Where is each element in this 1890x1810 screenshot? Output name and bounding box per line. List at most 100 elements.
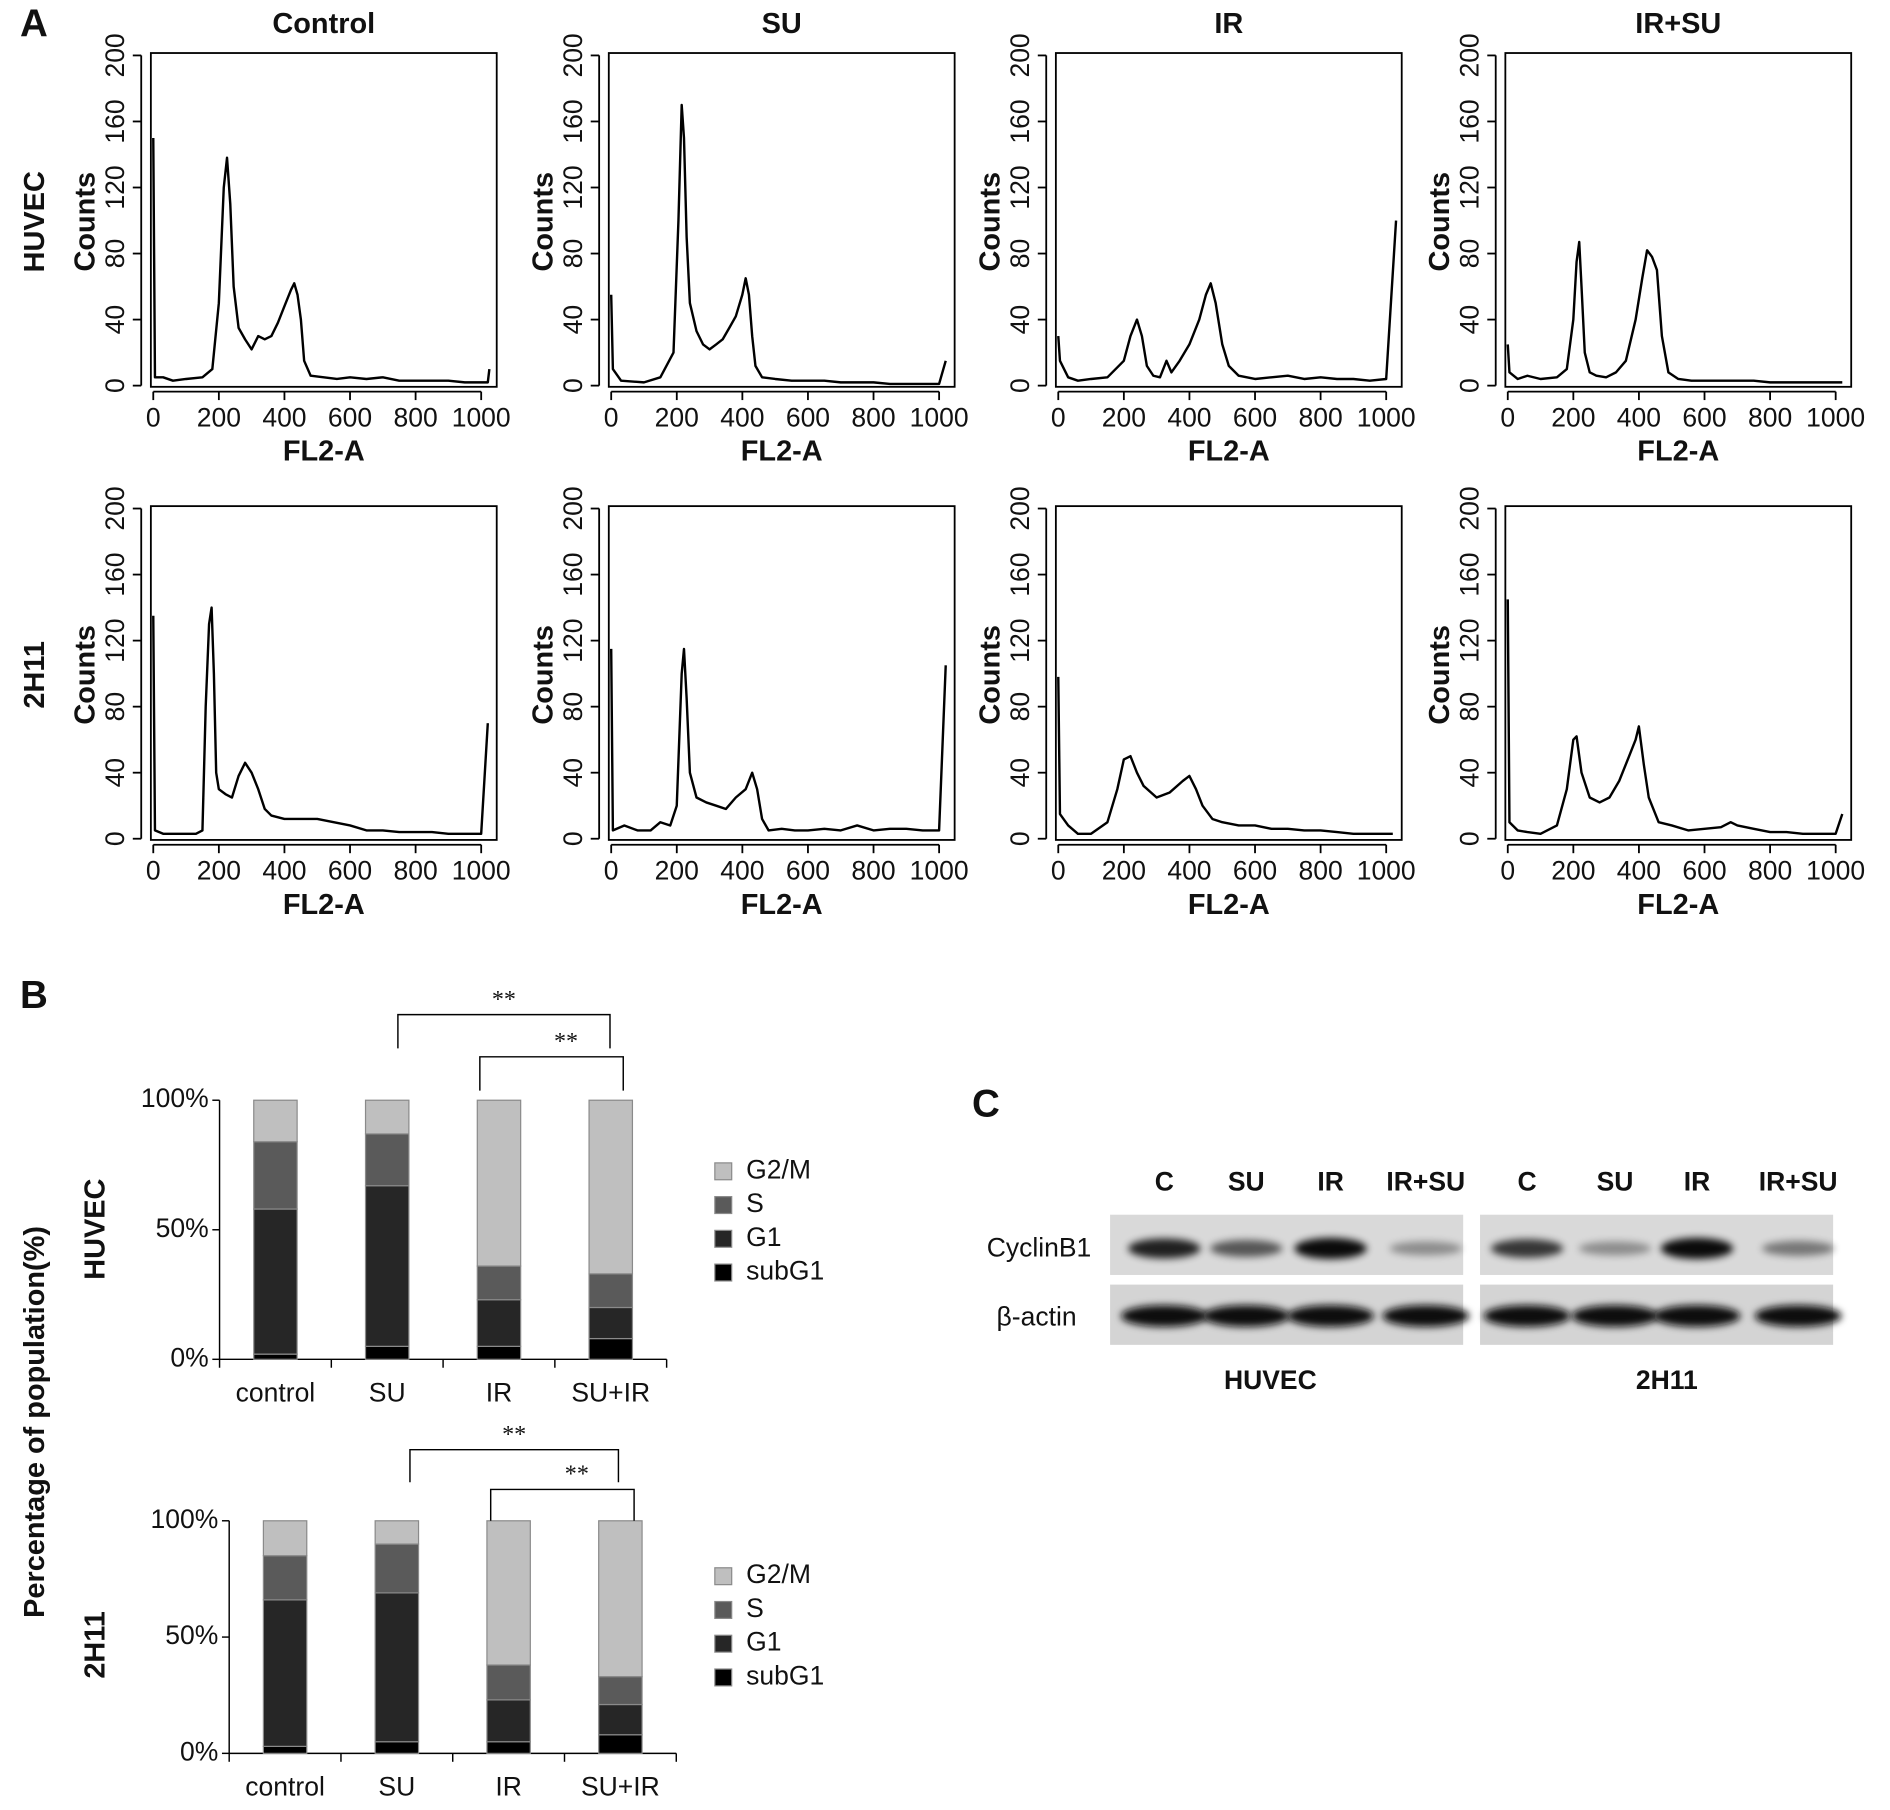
y-tick-label: 80 — [1005, 239, 1035, 268]
x-tick-label: control — [245, 1771, 325, 1801]
y-tick-label: 0 — [1455, 378, 1485, 393]
row-label: HUVEC — [19, 171, 51, 272]
y-tick-label: 120 — [1005, 619, 1035, 663]
histogram-line — [152, 137, 491, 384]
significance-bracket — [397, 1013, 611, 1049]
y-tick-label: 0% — [180, 1736, 218, 1766]
y-tick-label: 100% — [141, 1083, 209, 1113]
blot-band — [1120, 1305, 1208, 1327]
y-tick-label: 80 — [100, 239, 130, 268]
bar-segment — [253, 1099, 298, 1143]
legend-label: G1 — [746, 1627, 781, 1657]
y-tick-label: 40 — [100, 305, 130, 334]
y-tick-label: 80 — [1455, 692, 1485, 721]
blot-band — [1754, 1305, 1842, 1327]
panel-label: B — [20, 974, 48, 1017]
y-tick-label: 160 — [558, 552, 588, 596]
y-tick-label: 160 — [1455, 99, 1485, 143]
legend-label: G2/M — [746, 1154, 811, 1184]
legend-label: S — [746, 1593, 764, 1623]
x-tick-label: SU+IR — [571, 1377, 650, 1407]
x-tick-label: 400 — [720, 855, 764, 885]
x-tick-label: 0 — [1051, 402, 1066, 432]
x-tick-label: SU+IR — [581, 1771, 660, 1801]
bar-segment — [476, 1345, 522, 1360]
blot-band — [1287, 1305, 1375, 1327]
y-tick-label: 40 — [1455, 305, 1485, 334]
legend-swatch — [714, 1634, 733, 1653]
y-tick-label: 160 — [100, 99, 130, 143]
x-tick-label: 0 — [1500, 402, 1515, 432]
legend-swatch — [714, 1196, 733, 1215]
blot-band — [1578, 1241, 1652, 1256]
x-tick-label: 600 — [786, 855, 830, 885]
bar-segment — [374, 1592, 420, 1743]
y-tick-label: 120 — [100, 619, 130, 663]
x-tick-label: 0 — [604, 855, 619, 885]
y-tick-label: 40 — [100, 758, 130, 787]
bar-segment — [253, 1353, 298, 1360]
bar-segment — [588, 1273, 634, 1309]
y-tick-label: 120 — [558, 165, 588, 209]
y-tick-label: 80 — [1005, 692, 1035, 721]
y-tick-label: 200 — [100, 33, 130, 77]
blot-band — [1389, 1241, 1462, 1256]
y-tick-label: 40 — [558, 758, 588, 787]
y-tick-label: 80 — [558, 239, 588, 268]
bar-segment — [476, 1299, 522, 1347]
x-tick-label: 800 — [393, 855, 437, 885]
plot-frame — [607, 52, 956, 388]
chart-title: SU — [762, 8, 802, 40]
legend-swatch — [714, 1567, 733, 1586]
x-tick-label: 400 — [1617, 855, 1661, 885]
plot-frame — [1054, 52, 1403, 388]
plot-frame — [607, 505, 956, 841]
histogram-line — [609, 647, 947, 832]
x-tick-label: 1000 — [1357, 402, 1416, 432]
x-tick-label: 1000 — [1357, 855, 1416, 885]
y-tick-label: 120 — [1455, 619, 1485, 663]
blot-band — [1483, 1305, 1571, 1327]
significance-label: ** — [492, 987, 516, 1013]
x-axis-label: FL2-A — [1637, 436, 1719, 468]
histogram-line — [1057, 676, 1393, 835]
bar-segment — [598, 1734, 643, 1754]
row-label: 2H11 — [79, 1611, 111, 1679]
blot-lane-label: IR+SU — [1759, 1166, 1838, 1196]
chart-title: Control — [272, 8, 375, 40]
x-tick-label: 1000 — [910, 402, 969, 432]
x-tick-label: 600 — [1233, 402, 1277, 432]
histogram-line — [1057, 220, 1398, 382]
x-tick-label: 600 — [328, 855, 372, 885]
blot-band — [1571, 1305, 1659, 1327]
blot-row-label: CyclinB1 — [987, 1233, 1092, 1263]
blot-band — [1210, 1240, 1283, 1257]
x-tick-label: 600 — [328, 402, 372, 432]
x-tick-label: 800 — [393, 402, 437, 432]
y-axis-label: Counts — [1424, 172, 1456, 272]
blot-band — [1382, 1305, 1470, 1327]
x-tick-label: 800 — [1748, 402, 1792, 432]
y-tick-label: 160 — [1455, 552, 1485, 596]
y-tick-label: 40 — [1455, 758, 1485, 787]
y-axis-label: Counts — [975, 625, 1007, 725]
bar-segment — [253, 1208, 298, 1355]
x-tick-label: 0 — [604, 402, 619, 432]
x-tick-label: IR — [495, 1771, 522, 1801]
plot-frame — [149, 505, 498, 841]
x-tick-label: 0 — [1500, 855, 1515, 885]
blot-lane-label: IR+SU — [1386, 1166, 1465, 1196]
y-tick-label: 100% — [151, 1504, 219, 1534]
x-tick-label: 0 — [146, 402, 161, 432]
y-tick-label: 50% — [156, 1213, 209, 1243]
x-tick-label: 400 — [1167, 855, 1211, 885]
histogram-line — [1506, 240, 1843, 384]
blot-row-label: β-actin — [997, 1301, 1077, 1331]
legend-swatch — [714, 1162, 733, 1181]
bar-segment — [364, 1099, 410, 1135]
significance-label: ** — [502, 1422, 526, 1448]
histogram-line — [152, 606, 490, 835]
bar-segment — [253, 1141, 298, 1210]
legend-label: S — [746, 1188, 764, 1218]
x-tick-label: 800 — [1298, 402, 1342, 432]
